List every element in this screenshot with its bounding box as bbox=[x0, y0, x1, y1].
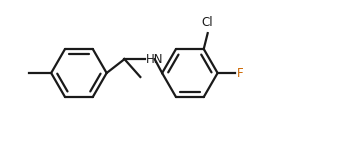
Text: F: F bbox=[237, 66, 243, 80]
Text: HN: HN bbox=[146, 53, 164, 66]
Text: Cl: Cl bbox=[201, 16, 212, 29]
